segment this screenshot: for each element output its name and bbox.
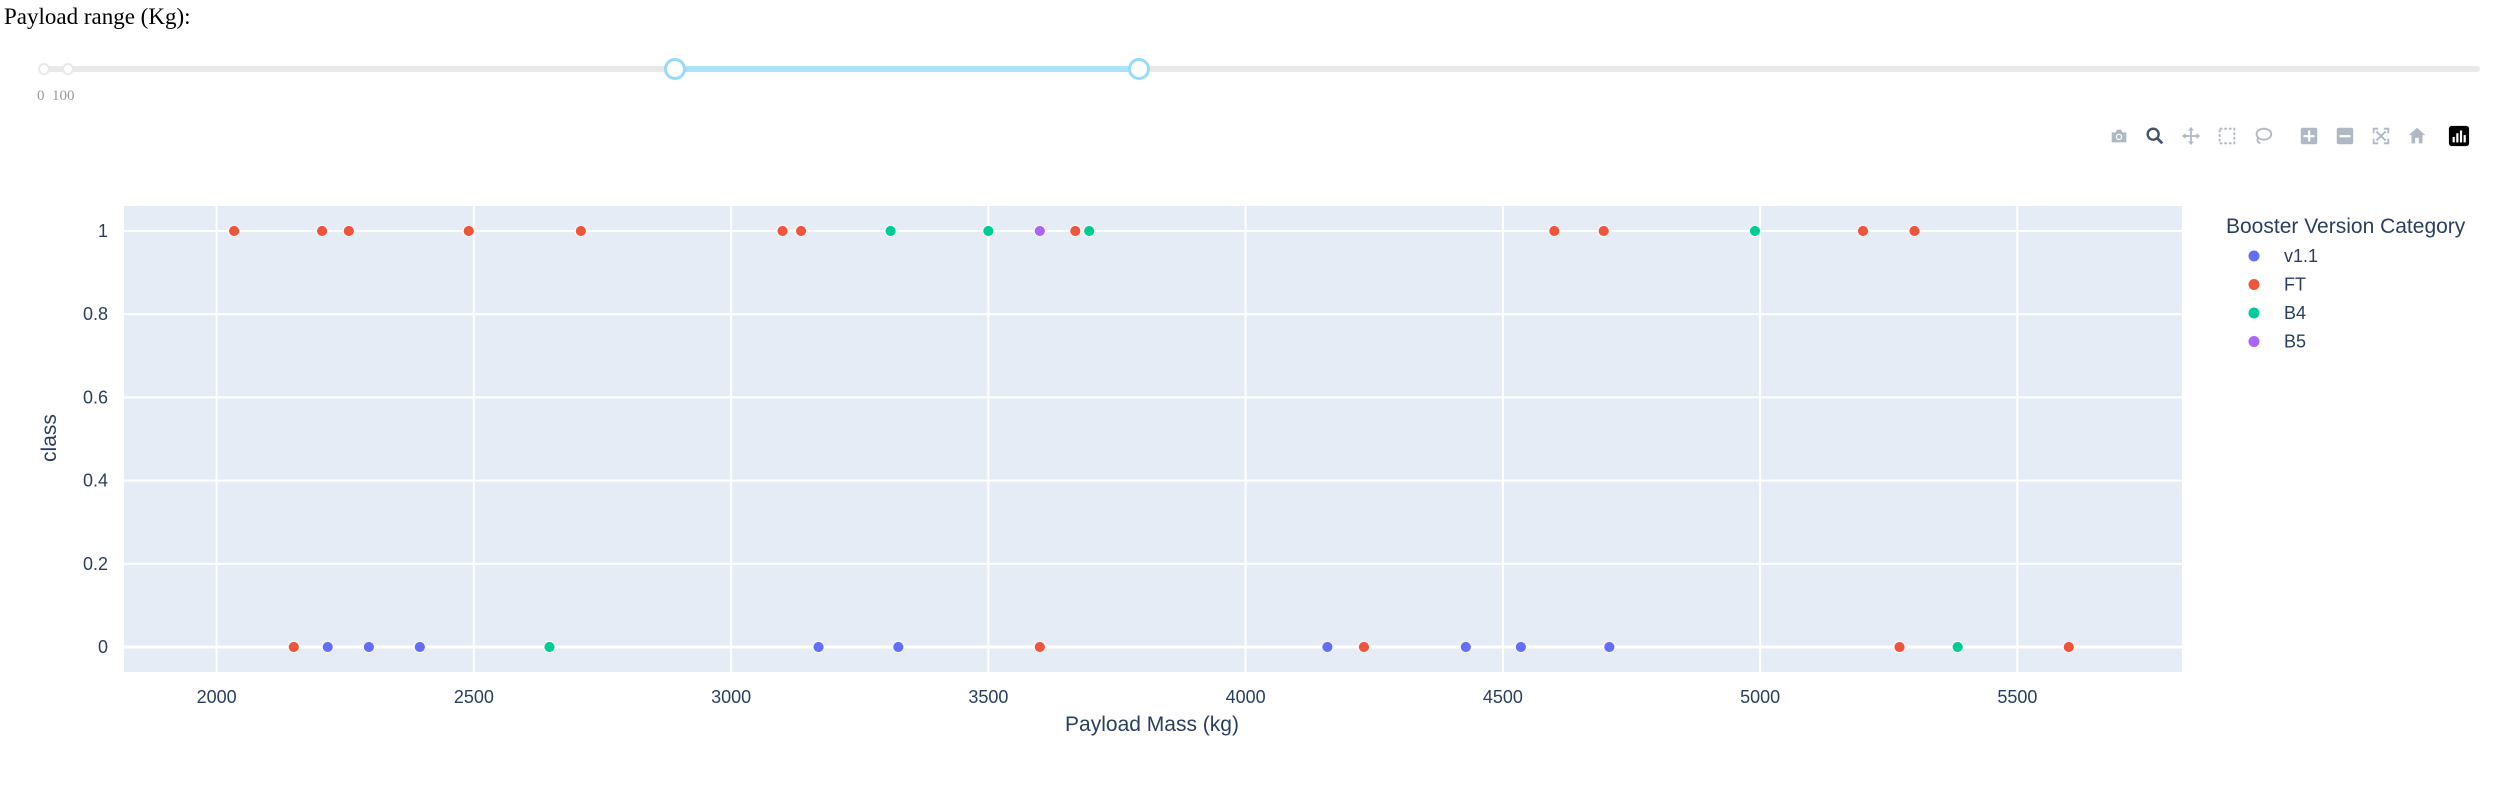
legend: Booster Version Category v1.1 FT B4 B5 [2226,215,2466,352]
data-point-FT[interactable] [462,225,475,237]
data-point-FT[interactable] [1597,225,1610,237]
data-point-FT[interactable] [1548,225,1561,237]
x-tick-label: 4500 [1483,687,1523,707]
slider-mark-dot-0[interactable] [38,63,50,75]
data-point-FT[interactable] [574,225,587,237]
data-point-B4[interactable] [1749,225,1761,237]
x-tick-label: 3500 [968,687,1008,707]
data-point-v1.1[interactable] [321,641,334,653]
data-point-v1.1[interactable] [1514,641,1527,653]
payload-range-slider[interactable]: 0 100 [0,50,2515,110]
data-point-FT[interactable] [1908,225,1921,237]
x-tick-label: 3000 [711,687,751,707]
legend-marker-FT[interactable] [2248,279,2260,290]
slider-mark-label-100: 100 [52,88,75,104]
x-axis-label: Payload Mass (kg) [1065,713,1239,736]
x-tick-label: 5000 [1740,687,1780,707]
data-point-v1.1[interactable] [413,641,426,653]
lasso-select-icon[interactable] [2249,122,2277,150]
legend-marker-B4[interactable] [2248,307,2260,319]
reset-axes-icon[interactable] [2403,122,2431,150]
x-axis-ticks: 2000 2500 3000 3500 4000 4500 5000 5500 [197,687,2038,707]
plot-area[interactable] [124,206,2182,672]
data-point-FT[interactable] [1358,641,1370,653]
data-point-FT[interactable] [1893,641,1906,653]
camera-icon[interactable] [2105,122,2133,150]
data-point-B4[interactable] [1083,225,1096,237]
data-point-v1.1[interactable] [1321,641,1334,653]
plot-modebar [2105,122,2515,152]
x-tick-label: 2000 [197,687,237,707]
data-point-v1.1[interactable] [1459,641,1472,653]
slider-mark-dot-100[interactable] [62,63,74,75]
data-point-v1.1[interactable] [812,641,825,653]
data-points [228,225,2075,653]
legend-title: Booster Version Category [2226,215,2466,238]
data-point-v1.1[interactable] [363,641,375,653]
y-tick-label: 0.6 [83,387,108,407]
slider-mark-label-0: 0 [37,88,45,104]
data-point-B5[interactable] [1033,225,1046,237]
data-point-FT[interactable] [2062,641,2075,653]
box-select-icon[interactable] [2213,122,2241,150]
zoom-icon[interactable] [2141,122,2169,150]
data-point-FT[interactable] [1069,225,1082,237]
data-point-FT[interactable] [1033,641,1046,653]
slider-handle-low[interactable] [664,58,687,80]
legend-label-v1.1[interactable]: v1.1 [2284,246,2318,266]
y-tick-label: 0.8 [83,304,108,324]
data-point-B4[interactable] [982,225,995,237]
data-point-B4[interactable] [884,225,897,237]
y-tick-label: 1 [98,221,108,241]
data-point-FT[interactable] [316,225,328,237]
data-point-FT[interactable] [1857,225,1869,237]
data-point-v1.1[interactable] [892,641,905,653]
x-tick-label: 5500 [1997,687,2037,707]
slider-handle-high[interactable] [1128,58,1150,80]
y-tick-label: 0 [98,637,108,657]
legend-label-B4[interactable]: B4 [2284,303,2306,323]
data-point-FT[interactable] [342,225,355,237]
autoscale-icon[interactable] [2367,122,2395,150]
y-axis-label: class [38,414,61,462]
slider-track [674,66,1138,72]
plotly-logo-icon[interactable] [2445,122,2473,150]
y-axis-ticks: 0 0.2 0.4 0.6 0.8 1 [83,221,108,657]
x-tick-label: 4000 [1226,687,1266,707]
data-point-v1.1[interactable] [1603,641,1616,653]
zoom-out-icon[interactable] [2331,122,2359,150]
legend-label-FT[interactable]: FT [2284,275,2306,295]
data-point-B4[interactable] [543,641,556,653]
payload-range-label: Payload range (Kg): [4,4,191,29]
data-point-FT[interactable] [776,225,789,237]
data-point-FT[interactable] [795,225,807,237]
data-point-FT[interactable] [287,641,300,653]
pan-icon[interactable] [2177,122,2205,150]
y-tick-label: 0.2 [83,554,108,574]
zoom-in-icon[interactable] [2295,122,2323,150]
data-point-B4[interactable] [1951,641,1964,653]
slider-rail[interactable] [40,66,2480,72]
x-tick-label: 2500 [454,687,494,707]
legend-marker-v1.1[interactable] [2248,250,2260,262]
y-tick-label: 0.4 [83,471,108,491]
legend-label-B5[interactable]: B5 [2284,332,2306,352]
legend-marker-B5[interactable] [2248,336,2260,347]
data-point-FT[interactable] [228,225,241,237]
